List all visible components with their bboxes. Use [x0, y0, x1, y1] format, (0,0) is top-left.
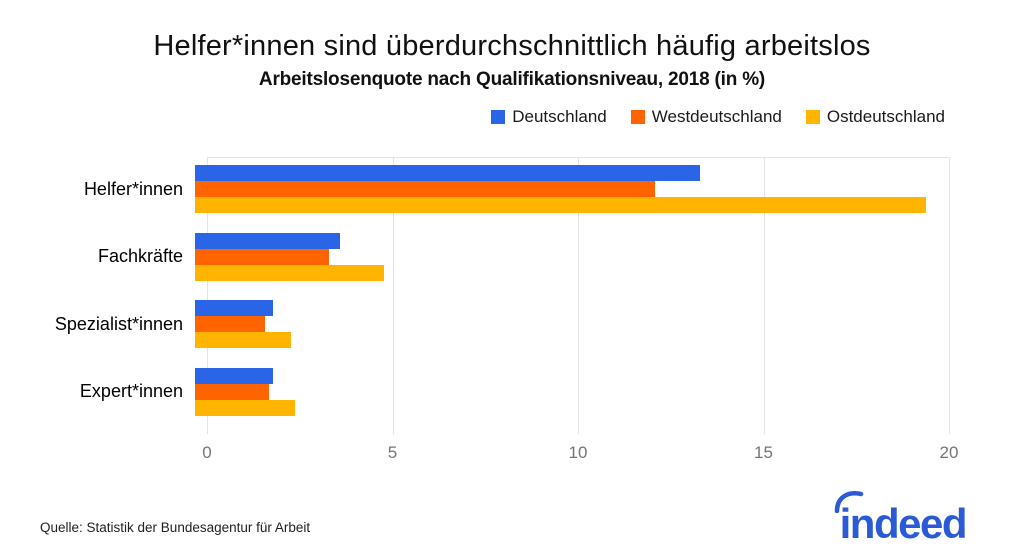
bar-group-helfer-innen: Helfer*innen [0, 165, 1024, 213]
legend-label-deutschland: Deutschland [512, 107, 607, 126]
x-tick-label-0: 0 [202, 443, 212, 462]
gridline-10 [578, 157, 579, 434]
legend-swatch-deutschland [491, 110, 506, 124]
gridline-5 [392, 157, 394, 434]
gridline-0 [207, 157, 208, 434]
bar-deutschland-expert-innen [195, 367, 273, 384]
bar-westdeutschland-expert-innen [195, 383, 270, 400]
rows: Helfer*innen Fachkräfte Spezialist*innen Ex… [0, 157, 1024, 426]
bar-westdeutschland-spezialist-innen [195, 316, 266, 333]
bars-spezialist-innen [195, 300, 937, 349]
bar-deutschland-helfer-innen [195, 165, 700, 181]
plot-region: Helfer*innen Fachkräfte Spezialist*innen Ex… [0, 157, 1024, 469]
x-tick-label-20: 20 [939, 443, 959, 462]
source-text: Quelle: Statistik der Bundesagentur für … [40, 520, 311, 535]
category-label-fachkr-fte: Fachkräfte [97, 246, 183, 267]
x-tick-label-5: 5 [387, 443, 398, 462]
x-axis: 0 5 10 15 20 [202, 441, 958, 465]
bar-deutschland-fachkr-fte [195, 232, 340, 249]
x-tick-label-15: 15 [754, 443, 773, 462]
bars-expert-innen [195, 367, 937, 416]
x-tick-label-10: 10 [568, 443, 588, 462]
bar-ostdeutschland-expert-innen [195, 399, 296, 416]
bar-westdeutschland-fachkr-fte [195, 248, 329, 265]
legend-label-westdeutschland: Westdeutschland [651, 107, 782, 126]
swoosh-path [834, 491, 863, 513]
bars-fachkr-fte [195, 232, 937, 281]
legend: Deutschland Westdeutschland Ostdeutschland [0, 107, 1024, 127]
bar-ostdeutschland-helfer-innen [195, 197, 926, 213]
legend-swatch-ostdeutschland [805, 110, 820, 124]
swoosh-icon [834, 491, 863, 513]
footer: Quelle: Statistik der Bundesagentur für … [0, 491, 1024, 545]
legend-swatch-westdeutschland [630, 110, 645, 124]
bar-ostdeutschland-fachkr-fte [195, 264, 385, 281]
bar-group-spezialist-innen: Spezialist*innen [0, 300, 1024, 349]
grid-layer [207, 157, 950, 434]
bar-ostdeutschland-spezialist-innen [195, 332, 292, 349]
bar-group-fachkr-fte: Fachkräfte [0, 232, 1024, 281]
logo-text: indeed [839, 500, 968, 547]
legend-item-westdeutschland[interactable]: Westdeutschland [630, 107, 782, 127]
gridline-15 [763, 157, 765, 434]
legend-label-ostdeutschland: Ostdeutschland [826, 107, 945, 126]
chart-subtitle: Arbeitslosenquote nach Qualifikationsniv… [258, 69, 766, 90]
category-label-expert-innen: Expert*innen [79, 381, 183, 402]
chart-title: Helfer*innen sind überdurchschnittlich h… [153, 30, 871, 62]
category-label-helfer-innen: Helfer*innen [83, 178, 183, 199]
bars-helfer-innen [195, 165, 937, 213]
legend-item-ostdeutschland[interactable]: Ostdeutschland [805, 107, 945, 127]
bar-westdeutschland-helfer-innen [195, 181, 656, 197]
bar-group-expert-innen: Expert*innen [0, 367, 1024, 416]
bar-deutschland-spezialist-innen [195, 300, 273, 317]
indeed-logo: indeed [834, 491, 968, 547]
legend-item-deutschland[interactable]: Deutschland [491, 107, 607, 127]
category-label-spezialist-innen: Spezialist*innen [54, 313, 183, 334]
gridline-20 [949, 157, 950, 434]
